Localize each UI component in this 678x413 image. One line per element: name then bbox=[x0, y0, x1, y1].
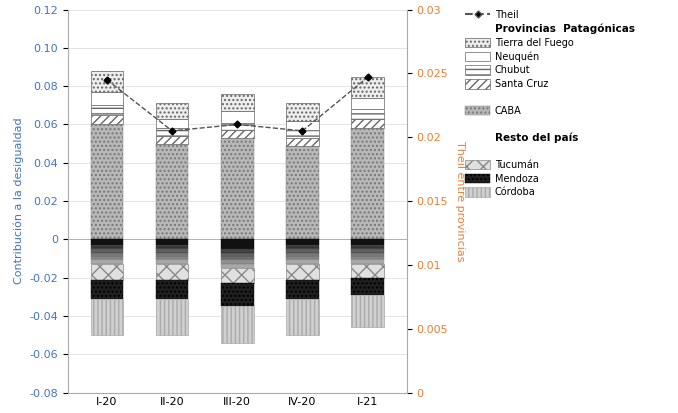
Bar bbox=[156, 249, 188, 253]
Bar bbox=[351, 256, 384, 261]
Bar bbox=[91, 261, 123, 264]
Bar bbox=[91, 240, 123, 245]
Bar bbox=[286, 299, 319, 335]
Bar bbox=[351, 119, 384, 128]
Bar bbox=[221, 264, 254, 268]
Bar bbox=[156, 256, 188, 261]
Bar bbox=[221, 283, 254, 306]
Bar bbox=[286, 138, 319, 145]
Bar bbox=[156, 128, 188, 136]
Bar bbox=[286, 240, 319, 245]
Bar bbox=[156, 136, 188, 144]
Bar bbox=[221, 94, 254, 111]
Y-axis label: Theil entre provincias: Theil entre provincias bbox=[455, 141, 465, 261]
Bar bbox=[156, 103, 188, 119]
Bar bbox=[286, 121, 319, 130]
Bar bbox=[221, 138, 254, 240]
Bar bbox=[156, 240, 188, 245]
Bar bbox=[221, 256, 254, 261]
Bar bbox=[156, 119, 188, 128]
Bar bbox=[156, 144, 188, 240]
Bar bbox=[156, 280, 188, 299]
Bar bbox=[351, 76, 384, 97]
Bar bbox=[156, 261, 188, 264]
Bar bbox=[221, 253, 254, 256]
Bar bbox=[91, 299, 123, 335]
Bar bbox=[156, 299, 188, 335]
Bar bbox=[221, 249, 254, 253]
Bar bbox=[91, 245, 123, 249]
Bar bbox=[351, 249, 384, 253]
Bar bbox=[286, 245, 319, 249]
Bar bbox=[286, 264, 319, 280]
Bar bbox=[91, 115, 123, 124]
Bar bbox=[156, 253, 188, 256]
Bar bbox=[91, 71, 123, 92]
Bar bbox=[221, 111, 254, 123]
Bar bbox=[286, 130, 319, 138]
Bar bbox=[91, 256, 123, 261]
Bar bbox=[286, 145, 319, 240]
Legend: Theil, Provincias  Patagónicas, Tierra del Fuego, Neuquén, Chubut, Santa Cruz,  : Theil, Provincias Patagónicas, Tierra de… bbox=[462, 7, 637, 200]
Y-axis label: Contribución a la desigualdad: Contribución a la desigualdad bbox=[14, 118, 24, 285]
Bar bbox=[351, 295, 384, 328]
Bar bbox=[351, 97, 384, 109]
Bar bbox=[221, 306, 254, 343]
Bar bbox=[286, 256, 319, 261]
Bar bbox=[351, 253, 384, 256]
Bar bbox=[351, 278, 384, 295]
Bar bbox=[91, 124, 123, 240]
Bar bbox=[351, 245, 384, 249]
Bar bbox=[91, 105, 123, 115]
Bar bbox=[286, 249, 319, 253]
Bar bbox=[221, 261, 254, 264]
Bar bbox=[156, 264, 188, 280]
Bar bbox=[91, 253, 123, 256]
Bar bbox=[221, 268, 254, 283]
Bar bbox=[91, 249, 123, 253]
Bar bbox=[156, 245, 188, 249]
Bar bbox=[221, 240, 254, 249]
Bar bbox=[351, 128, 384, 240]
Bar bbox=[91, 280, 123, 299]
Bar bbox=[221, 130, 254, 138]
Bar bbox=[286, 253, 319, 256]
Bar bbox=[351, 240, 384, 245]
Bar bbox=[351, 261, 384, 264]
Bar bbox=[221, 123, 254, 130]
Bar bbox=[91, 92, 123, 105]
Bar bbox=[286, 280, 319, 299]
Bar bbox=[286, 103, 319, 121]
Bar bbox=[351, 109, 384, 119]
Bar bbox=[91, 264, 123, 280]
Bar bbox=[351, 264, 384, 278]
Bar bbox=[286, 261, 319, 264]
